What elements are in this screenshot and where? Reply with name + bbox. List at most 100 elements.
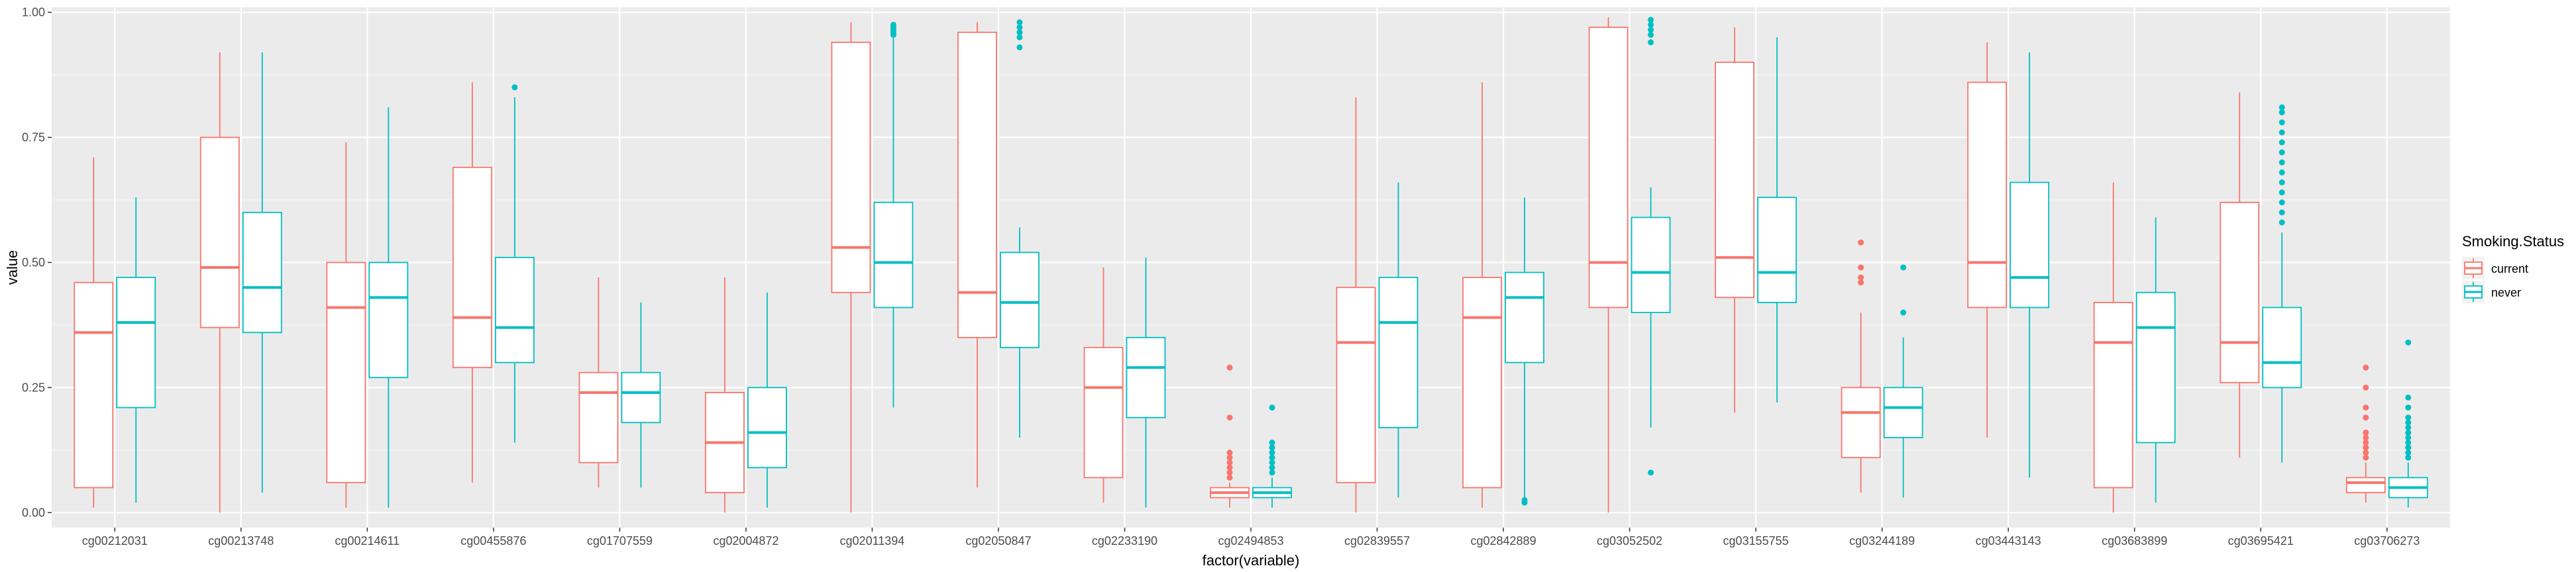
outlier-point [2405, 339, 2412, 346]
outlier-point [1226, 414, 1233, 421]
x-tick-label: cg02839557 [1344, 534, 1410, 548]
outlier-point [1269, 454, 1275, 461]
x-tick-label: cg03443143 [1976, 534, 2041, 548]
x-tick-label: cg00213748 [208, 534, 274, 548]
outlier-point [2279, 199, 2285, 206]
outlier-point [1269, 440, 1275, 446]
box-current [831, 22, 871, 513]
box-current [578, 277, 619, 488]
box-current [1841, 239, 1881, 493]
box-never [1883, 264, 1923, 498]
outlier-point [1648, 32, 1654, 38]
outlier-point [1269, 459, 1275, 466]
box-never [1505, 197, 1544, 506]
box-never [116, 197, 156, 503]
outlier-point [2279, 169, 2285, 175]
outlier-point [511, 84, 518, 91]
box-current [704, 277, 745, 513]
box-iqr [452, 166, 492, 369]
outlier-point [2405, 395, 2412, 401]
box-iqr [1505, 271, 1544, 363]
box-iqr [1336, 287, 1376, 483]
outlier-point [1269, 450, 1275, 456]
outlier-point [2405, 454, 2412, 461]
x-tick-label: cg01707559 [587, 534, 653, 548]
box-never [621, 302, 661, 488]
outlier-point [2363, 440, 2369, 446]
outlier-point [890, 21, 896, 28]
box-iqr [578, 371, 619, 463]
outlier-point [2405, 414, 2412, 421]
outlier-point [2363, 414, 2369, 421]
x-tick-label: cg03155755 [1723, 534, 1789, 548]
box-current [1588, 17, 1629, 513]
outlier-point [1648, 26, 1654, 33]
outlier-point [2279, 189, 2285, 196]
x-tick-label: cg00214611 [335, 534, 400, 548]
outlier-point [2279, 119, 2285, 126]
box-never [1631, 17, 1671, 476]
box-iqr [74, 281, 114, 489]
outlier-point [2363, 405, 2369, 411]
x-tick-label: cg00455876 [460, 534, 526, 548]
box-current [74, 157, 114, 508]
box-current [2220, 92, 2260, 458]
outlier-point [2405, 440, 2412, 446]
outlier-point [1648, 39, 1654, 46]
x-tick-label: cg02011394 [840, 534, 905, 548]
box-current [1083, 267, 1124, 503]
outlier-point [2279, 149, 2285, 156]
outlier-point [2405, 405, 2412, 411]
outlier-point [2363, 434, 2369, 441]
y-tick-label: 0.00 [22, 506, 45, 519]
legend: Smoking.Status current never [2462, 233, 2564, 303]
box-iqr [1378, 277, 1419, 428]
outlier-point [1016, 34, 1023, 40]
box-current [199, 52, 240, 513]
box-current [1336, 97, 1376, 513]
box-never [2135, 217, 2176, 503]
box-iqr [1841, 387, 1881, 459]
x-tick-label: cg02233190 [1092, 534, 1157, 548]
legend-label-current: current [2491, 262, 2528, 275]
box-iqr [2010, 181, 2050, 309]
outlier-point [1226, 464, 1233, 471]
box-never [1252, 405, 1292, 508]
box-never [1757, 37, 1798, 403]
outlier-point [2363, 450, 2369, 456]
x-tick-label: cg02050847 [965, 534, 1031, 548]
box-iqr [1631, 216, 1671, 313]
box-iqr [621, 371, 661, 424]
box-never [2010, 52, 2050, 478]
box-iqr [1757, 197, 1798, 303]
box-iqr [1883, 387, 1923, 438]
outlier-point [2363, 429, 2369, 436]
outlier-point [1521, 497, 1528, 503]
y-tick-label: 0.50 [22, 256, 45, 269]
box-iqr [1462, 277, 1502, 489]
outlier-point [2279, 129, 2285, 136]
outlier-point [1226, 450, 1233, 456]
box-current [2093, 182, 2133, 513]
box-iqr [2135, 291, 2176, 444]
x-tick-label: cg03683899 [2102, 534, 2167, 548]
outlier-point [1858, 264, 1864, 271]
outlier-point [2279, 109, 2285, 116]
outlier-point [2405, 419, 2412, 426]
box-iqr [1126, 336, 1166, 418]
box-current [1967, 42, 2008, 438]
outlier-point [2363, 454, 2369, 461]
box-iqr [326, 262, 366, 483]
box-layer [74, 17, 2428, 513]
box-iqr [116, 277, 156, 408]
box-current [452, 82, 492, 483]
outlier-point [1269, 464, 1275, 471]
outlier-point [1900, 309, 1907, 316]
outlier-point [2405, 444, 2412, 451]
x-tick-label: cg03695421 [2228, 534, 2294, 548]
outlier-point [2279, 139, 2285, 146]
outlier-point [1648, 17, 1654, 23]
outlier-point [1269, 469, 1275, 476]
outlier-point [2279, 159, 2285, 166]
